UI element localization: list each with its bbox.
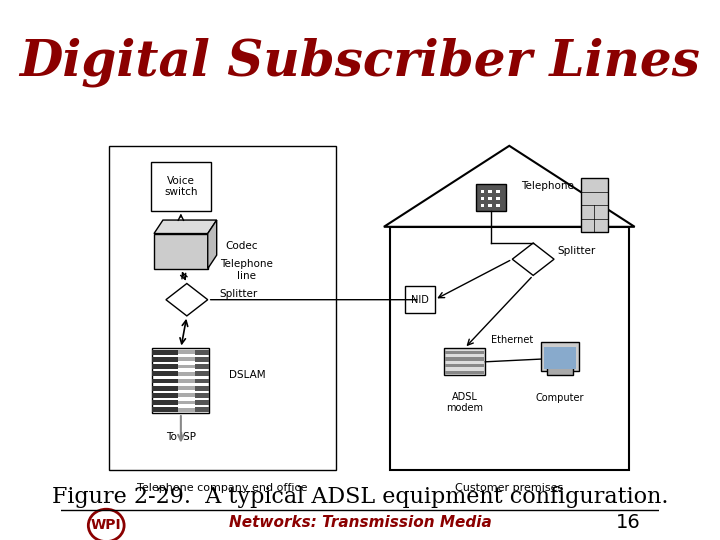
Bar [541, 342, 580, 372]
Bar [446, 350, 484, 354]
Bar [488, 204, 492, 207]
Bar [195, 393, 210, 398]
Bar [109, 146, 336, 470]
Text: Figure 2-29.  A typical ADSL equipment configuration.: Figure 2-29. A typical ADSL equipment co… [52, 486, 668, 508]
Bar [488, 190, 492, 193]
Bar [178, 401, 195, 404]
Bar [153, 393, 178, 398]
Bar [446, 371, 484, 374]
Bar [496, 197, 500, 200]
Text: NID: NID [411, 295, 428, 305]
Polygon shape [384, 146, 634, 227]
Bar [195, 350, 210, 355]
Bar [195, 386, 210, 390]
Bar [195, 379, 210, 383]
Bar [153, 364, 178, 369]
Bar [195, 400, 210, 405]
Bar [446, 357, 484, 361]
Text: Splitter: Splitter [220, 289, 258, 299]
Text: DSLAM: DSLAM [229, 370, 265, 380]
Bar [481, 197, 485, 200]
Bar [153, 372, 178, 376]
Bar [178, 408, 195, 411]
Bar [195, 372, 210, 376]
Bar [405, 286, 435, 313]
Bar [178, 386, 195, 390]
Bar [153, 357, 178, 362]
Bar [195, 407, 210, 412]
Text: Telephone company end office: Telephone company end office [138, 483, 308, 494]
Text: Codec: Codec [225, 241, 258, 251]
Bar [178, 379, 195, 383]
Bar [444, 348, 485, 375]
Text: Computer: Computer [536, 393, 585, 403]
Bar [581, 178, 608, 232]
Text: Splitter: Splitter [557, 246, 595, 256]
Text: Customer premises: Customer premises [455, 483, 564, 494]
Bar [154, 233, 208, 268]
Bar [153, 350, 178, 355]
Polygon shape [208, 220, 217, 268]
Text: To ISP: To ISP [166, 433, 196, 442]
Bar [153, 407, 178, 412]
Text: Networks: Transmission Media: Networks: Transmission Media [229, 515, 491, 530]
Bar [496, 190, 500, 193]
Bar [390, 227, 629, 470]
Polygon shape [154, 220, 217, 233]
Bar [178, 350, 195, 354]
Bar [195, 357, 210, 362]
Bar [153, 400, 178, 405]
Text: Digital Subscriber Lines: Digital Subscriber Lines [19, 38, 701, 87]
Bar [178, 394, 195, 397]
Bar [178, 364, 195, 368]
Text: WPI: WPI [91, 518, 122, 532]
Text: Voice
switch: Voice switch [164, 176, 197, 197]
Bar [151, 162, 211, 211]
Text: Ethernet: Ethernet [491, 335, 534, 345]
Bar [481, 190, 485, 193]
Text: Telephone
line: Telephone line [220, 259, 273, 281]
Text: ADSL
modem: ADSL modem [446, 392, 483, 413]
Bar [153, 348, 210, 413]
Bar [488, 197, 492, 200]
Bar [153, 379, 178, 383]
Bar [195, 364, 210, 369]
Bar [481, 204, 485, 207]
Bar [153, 386, 178, 390]
Bar [544, 347, 577, 368]
Polygon shape [166, 284, 208, 316]
Text: 16: 16 [616, 513, 641, 532]
Text: Telephone: Telephone [521, 181, 574, 191]
Bar [547, 367, 573, 375]
Bar [178, 357, 195, 361]
Bar [178, 372, 195, 376]
Bar [477, 184, 506, 211]
Polygon shape [512, 243, 554, 275]
Bar [446, 364, 484, 367]
Bar [496, 204, 500, 207]
